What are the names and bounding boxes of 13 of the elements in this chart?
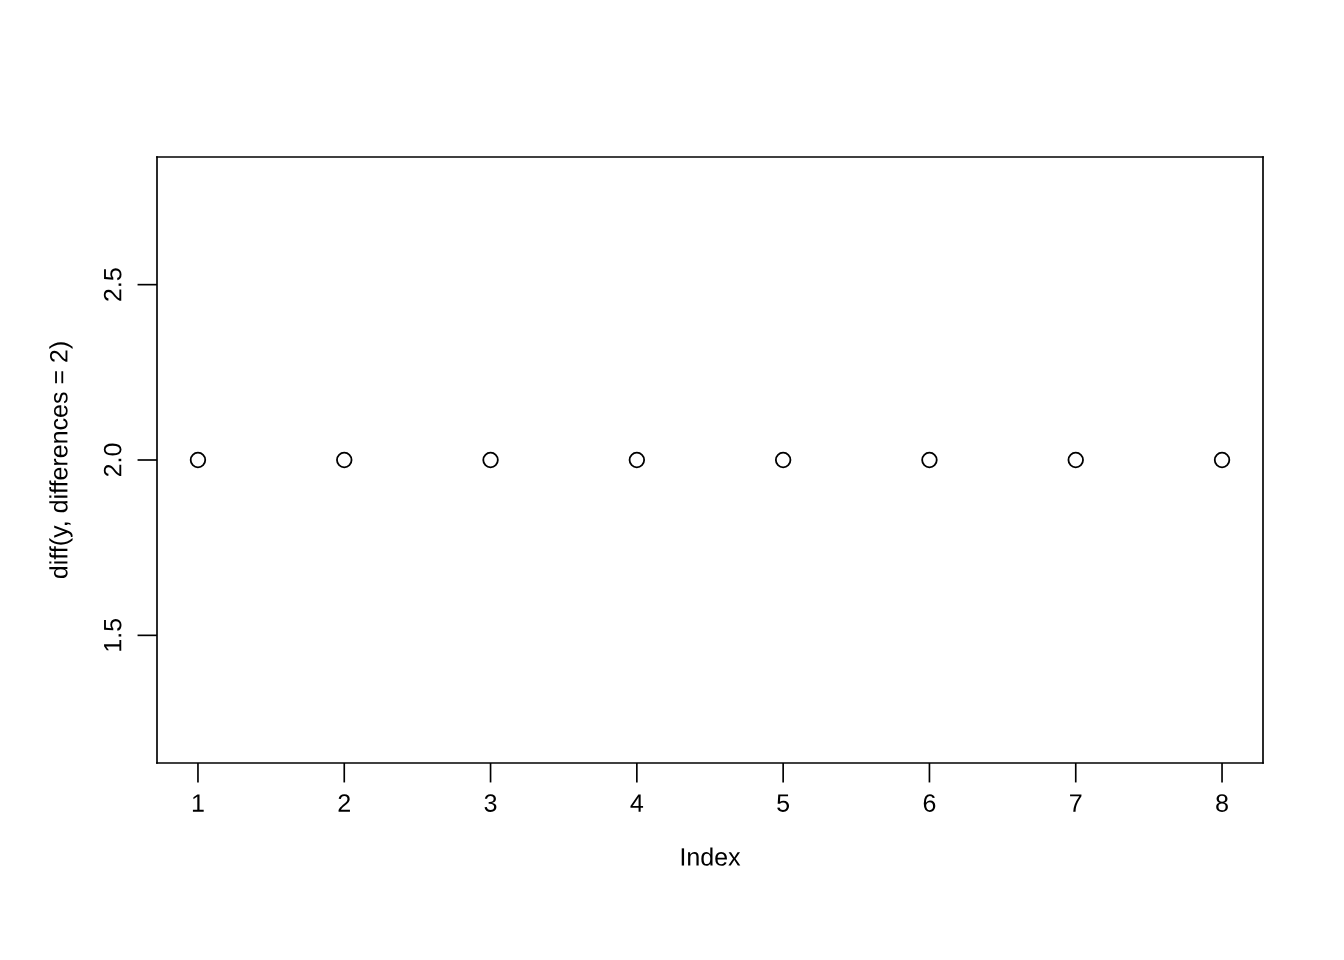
x-tick-label: 8 — [1216, 794, 1228, 812]
x-tick-label: 7 — [1070, 794, 1082, 812]
x-tick-label: 3 — [484, 794, 497, 812]
x-tick-label: 2 — [338, 794, 350, 812]
x-tick-label: 4 — [630, 794, 644, 812]
y-tick-label: 2.0 — [103, 443, 122, 477]
y-tick-label: 2.5 — [103, 268, 122, 301]
x-axis-title: Index — [681, 847, 741, 866]
y-tick-label: 1.5 — [104, 619, 122, 651]
y-axis-title: diff(y, differences = 2) — [49, 342, 73, 579]
x-tick-label: 6 — [923, 794, 936, 812]
x-tick-label: 5 — [777, 794, 790, 812]
x-tick-label: 1 — [192, 794, 204, 812]
